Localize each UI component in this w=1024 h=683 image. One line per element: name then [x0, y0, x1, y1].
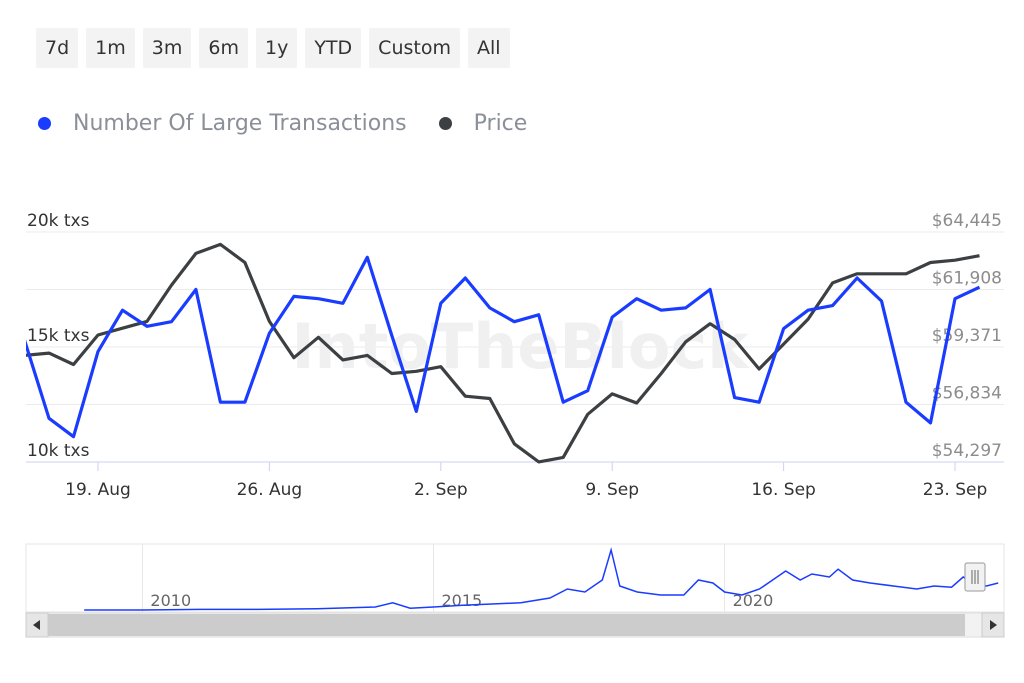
range-button-3m[interactable]: 3m — [142, 28, 192, 68]
x-tick-label: 9. Sep — [585, 480, 639, 500]
arrow-left-icon — [33, 620, 40, 630]
x-tick-label: 16. Sep — [751, 480, 815, 500]
range-button-ytd[interactable]: YTD — [305, 28, 362, 68]
x-tick-label: 2. Sep — [414, 480, 468, 500]
range-button-custom[interactable]: Custom — [369, 28, 460, 68]
x-tick-label: 19. Aug — [65, 480, 131, 500]
legend-label: Number Of Large Transactions — [73, 110, 407, 136]
left-axis-label: 20k txs — [27, 211, 90, 231]
right-axis-label: $61,908 — [932, 269, 1002, 289]
price-line — [26, 242, 980, 464]
legend-item-0[interactable]: Number Of Large Transactions — [38, 111, 407, 136]
large-transactions-line — [26, 255, 981, 439]
range-button-7d[interactable]: 7d — [36, 28, 79, 68]
x-tick-label: 26. Aug — [237, 480, 303, 500]
range-button-6m[interactable]: 6m — [199, 28, 248, 68]
navigator-frame — [25, 543, 1005, 613]
legend-dot-icon — [38, 116, 51, 130]
legend-dot-icon — [438, 116, 452, 130]
legend: Number Of Large Transactions Price — [38, 106, 559, 140]
range-selector: 7d 1m 3m 6m 1y YTD Custom All — [36, 28, 510, 68]
navigator-year-label: 2015 — [442, 591, 483, 610]
legend-item-1[interactable]: Price — [438, 110, 528, 136]
right-axis-label: $56,834 — [932, 384, 1002, 404]
arrow-right-icon — [990, 620, 997, 630]
navigator-series-line — [84, 547, 999, 611]
legend-label: Price — [473, 110, 528, 136]
right-axis-label: $54,297 — [932, 441, 1002, 461]
left-axis-label: 10k txs — [27, 441, 90, 461]
navigator-year-label: 2020 — [733, 591, 774, 610]
scrollbar-thumb[interactable] — [48, 614, 965, 636]
right-axis-label: $64,445 — [932, 211, 1002, 231]
left-axis-label: 15k txs — [27, 326, 90, 346]
range-button-1m[interactable]: 1m — [86, 28, 135, 68]
watermark-text: IntoTheBlock — [291, 310, 750, 383]
right-axis-label: $59,371 — [932, 326, 1002, 346]
x-tick-label: 23. Sep — [923, 480, 987, 500]
range-button-1y[interactable]: 1y — [255, 28, 298, 68]
navigator-year-label: 2010 — [150, 591, 191, 610]
range-button-all[interactable]: All — [467, 28, 510, 68]
